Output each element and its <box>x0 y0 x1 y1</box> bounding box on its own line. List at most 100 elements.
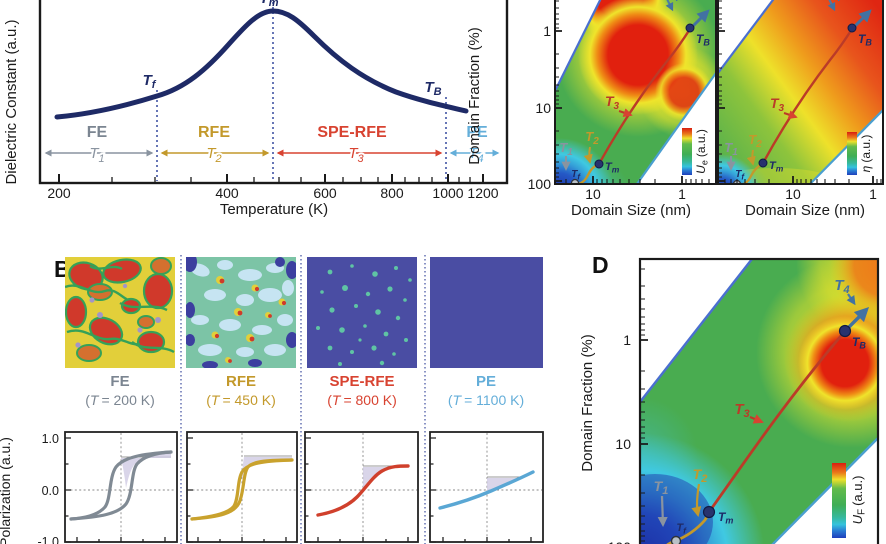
t3-range-label: T3 <box>348 145 364 165</box>
t3-pointer-arrow <box>749 414 764 424</box>
heatmap-ue-frame <box>554 0 717 185</box>
tm-label: Tm <box>769 160 784 174</box>
tf-label: Tf <box>571 169 581 182</box>
region-label-pe: PE <box>466 124 488 141</box>
panel-a-frame <box>38 0 509 185</box>
tf-point <box>670 535 682 544</box>
pol-ytick-0: 0.0 <box>42 484 59 498</box>
t2-pointer-arrow <box>691 483 702 517</box>
t4-label: T4 <box>827 0 841 4</box>
colorbar-eta-label: η(a.u.) <box>859 135 873 173</box>
panel-a-xtick-800: 800 <box>380 185 404 201</box>
t3-label: T3 <box>770 95 785 114</box>
panel-a-xtick-400: 400 <box>215 185 239 201</box>
heatmap-uf: T1 T2 T3 T4 Tm Tf TB UF(a.u.) <box>640 259 878 544</box>
region-label-spe-rfe: SPE-RFE <box>317 124 387 141</box>
panel-b: B <box>0 255 544 544</box>
t3-label: T3 <box>605 93 620 112</box>
panel-d-ytick-100: 100 <box>608 539 632 544</box>
heatmap-uf-y-minor-ticks <box>640 268 645 542</box>
heatmap-eta-frame <box>717 0 884 185</box>
tb-label: TB <box>696 32 710 48</box>
panel-a-xtick-600: 600 <box>313 185 337 201</box>
tb-point <box>685 23 695 33</box>
tb-marker-label: TB <box>424 79 441 98</box>
dielectric-curve <box>54 8 469 120</box>
trajectory-red-segment <box>761 28 854 164</box>
heatmap-ue-x-major-ticks <box>592 176 683 183</box>
heatmap-eta-y-minor-ticks <box>718 0 722 178</box>
pe-loop-plot-fe <box>64 431 178 543</box>
tf-marker-label: Tf <box>143 72 157 91</box>
phase-temp-rfe: (T = 450 K) <box>206 392 276 408</box>
t1-label: T1 <box>654 478 669 497</box>
heatmap-eta-y-major-ticks <box>718 30 725 182</box>
t1-label: T1 <box>724 140 738 158</box>
tf-label: Tf <box>676 522 687 536</box>
heatmap-ue-x-minor-ticks <box>565 179 710 183</box>
heatmap-ue-y-minor-ticks <box>555 0 559 178</box>
phase-label-spe-rfe: SPE-RFE <box>329 373 394 390</box>
panel-d-heatmap: D T1 T2 <box>579 252 880 544</box>
tb-label: TB <box>858 32 872 48</box>
colorbar-ue-label: Ue(a.u.) <box>694 129 710 174</box>
t2-label: T2 <box>693 466 708 485</box>
t1-range-label: T1 <box>89 145 104 165</box>
t2-pointer-arrow <box>583 146 593 164</box>
panel-a-xtick-200: 200 <box>47 185 71 201</box>
trajectory-red-segment <box>707 330 847 513</box>
region-label-rfe: RFE <box>198 124 230 141</box>
panel-a-x-major-ticks <box>58 174 484 183</box>
heatmap-uf-y-major-ticks <box>640 339 648 445</box>
t1-pointer-arrow <box>657 495 668 528</box>
heatmap-ue-y-major-ticks <box>555 30 562 182</box>
tm-point <box>702 505 716 519</box>
phase-temp-fe: (T = 200 K) <box>85 392 155 408</box>
t4-label: T4 <box>665 0 679 4</box>
t3-label: T3 <box>734 401 749 420</box>
t2-label: T2 <box>585 129 599 147</box>
panel-c-ytick-1: 1 <box>543 23 551 39</box>
phase-label-rfe: RFE <box>226 373 256 390</box>
phase-label-pe: PE <box>476 373 496 390</box>
heatmap-ue-xtick-1: 1 <box>678 186 686 202</box>
tb-point <box>838 324 852 338</box>
panel-c-yaxis-label: Domain Fraction (%) <box>466 27 483 165</box>
t4-pointer-arrow <box>846 293 856 306</box>
tf-label: Tf <box>735 169 745 182</box>
phase-temp-pe: (T = 1100 K) <box>448 392 524 408</box>
trajectory-red-segment <box>597 28 692 165</box>
tm-marker-label: Tm <box>260 0 279 9</box>
pe-loop-plot-spe-rfe <box>304 431 419 543</box>
panel-c-heatmaps: Domain Fraction (%) 1 10 100 <box>466 0 884 219</box>
panel-a-dielectric-plot: Tf Tm TB FE RFE SPE-RFE PE T1 T2 T3 T4 2… <box>3 0 509 218</box>
phase-temp-spe-rfe: (T = 800 K) <box>327 392 397 408</box>
panel-d-ytick-10: 10 <box>615 436 631 452</box>
t1-label: T1 <box>559 140 573 158</box>
heatmap-uf-frame <box>638 257 880 544</box>
heatmap-ue: T1 T2 T3 T4 Tm Tf TB Ue(a.u.) <box>555 0 716 184</box>
colorbar-uf <box>832 463 846 538</box>
panel-d-label: D <box>592 252 609 278</box>
tm-point <box>594 159 604 169</box>
colorbar-uf-label: UF(a.u.) <box>850 476 868 525</box>
pe-microstructure-image <box>430 257 543 368</box>
panel-a-xtick-1200: 1200 <box>467 185 498 201</box>
pol-ytick-1: 1.0 <box>42 432 59 446</box>
trajectory-gold-segment <box>736 161 764 184</box>
t3-pointer-arrow <box>618 108 633 118</box>
pe-loop-plot-rfe <box>186 431 298 543</box>
pe-loop-plot-pe <box>429 431 544 543</box>
heatmap-ue-xtick-10: 10 <box>585 186 601 202</box>
t3-pointer-arrow <box>783 110 798 120</box>
heatmap-eta: T1 T2 T3 T4 Tm Tf TB η(a.u.) <box>718 0 883 184</box>
panel-d-ytick-1: 1 <box>623 332 631 348</box>
region-label-fe: FE <box>87 124 108 141</box>
t4-pointer-arrow <box>827 0 836 12</box>
colorbar-eta <box>847 132 857 175</box>
heatmap-ue-xaxis-label: Domain Size (nm) <box>571 202 691 219</box>
colorbar-ue <box>682 128 692 175</box>
heatmap-eta-xtick-1: 1 <box>869 186 877 202</box>
t2-range-label: T2 <box>206 145 221 165</box>
